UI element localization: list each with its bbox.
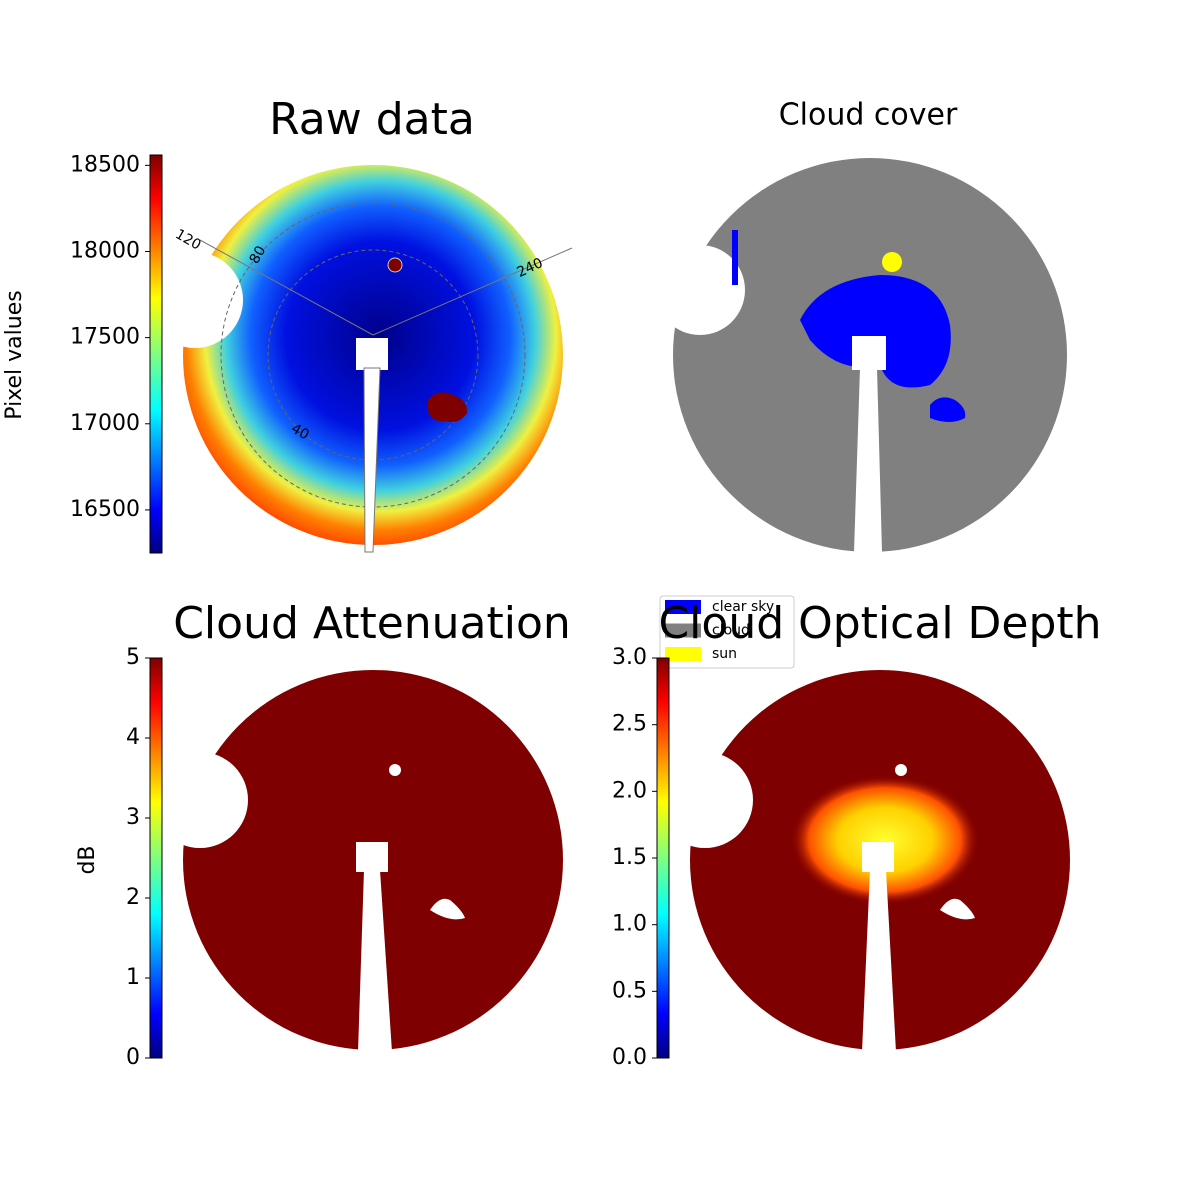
tick-label: 18500: [70, 152, 140, 177]
tick-label: 1.5: [612, 845, 647, 870]
raw-image: [147, 165, 573, 553]
colorbar-label: Pixel values: [2, 290, 27, 419]
colorbar: [656, 657, 670, 1059]
tick-label: 2: [126, 885, 140, 910]
polar-label: 80: [247, 243, 270, 266]
tick-label: 17000: [70, 411, 140, 436]
legend-swatch: [665, 647, 701, 661]
tick-label: 2.5: [612, 712, 647, 737]
colorbar: [149, 657, 163, 1059]
colorbar-label: dB: [75, 845, 100, 874]
panel-title: Cloud cover: [779, 98, 958, 133]
panel-title: Cloud Optical Depth: [658, 598, 1101, 649]
tick-label: 0.5: [612, 978, 647, 1003]
tick-label: 0.0: [612, 1045, 647, 1070]
attenuation-image: [152, 670, 563, 1052]
legend-label: clear sky: [712, 599, 774, 615]
tick-label: 1.0: [612, 912, 647, 937]
cloud-cover-image: [655, 158, 1067, 552]
tick-label: 18000: [70, 238, 140, 263]
tick-label: 4: [126, 725, 140, 750]
panel-title: Raw data: [269, 94, 475, 145]
panel-title: Cloud Attenuation: [173, 598, 571, 649]
legend-label: cloud: [712, 623, 750, 639]
tick-label: 2.0: [612, 778, 647, 803]
tick-label: 5: [126, 645, 140, 670]
polar-label: 40: [288, 421, 311, 444]
colorbar: [149, 154, 163, 554]
tick-label: 17500: [70, 325, 140, 350]
optical-depth-image: [657, 670, 1070, 1052]
tick-label: 1: [126, 965, 140, 990]
tick-label: 3: [126, 805, 140, 830]
legend-label: sun: [712, 646, 737, 662]
legend-swatch: [665, 623, 701, 638]
tick-label: 16500: [70, 497, 140, 522]
tick-label: 3.0: [612, 645, 647, 670]
polar-label: 120: [172, 226, 203, 253]
tick-label: 0: [126, 1045, 140, 1070]
legend-swatch: [665, 600, 701, 614]
